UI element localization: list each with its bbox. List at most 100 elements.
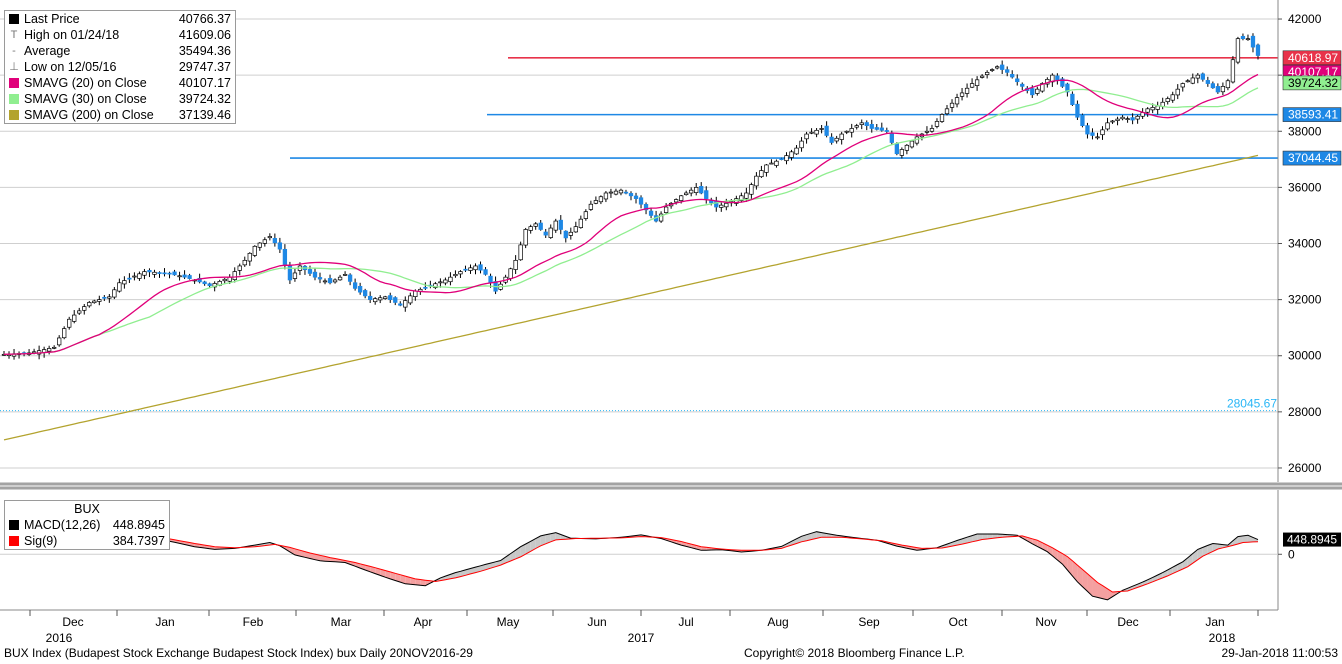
candle xyxy=(147,268,152,278)
candle-body xyxy=(1060,78,1065,87)
candle xyxy=(72,310,77,324)
candle xyxy=(398,301,403,307)
candle xyxy=(819,125,824,134)
candle xyxy=(859,119,864,130)
candle xyxy=(1225,78,1231,91)
candle-body xyxy=(152,271,157,275)
candle-body xyxy=(1100,129,1105,136)
candle xyxy=(463,265,468,273)
candle-body xyxy=(1225,80,1231,89)
candle-body xyxy=(1165,98,1170,103)
candle xyxy=(453,270,458,278)
candle xyxy=(332,278,338,284)
candle-body xyxy=(834,137,839,142)
candle-body xyxy=(543,231,548,236)
macd-fill-segment xyxy=(520,544,526,557)
candle xyxy=(934,118,940,129)
candle-body xyxy=(357,285,363,293)
footer-timestamp: 29-Jan-2018 11:00:53 xyxy=(1221,646,1338,660)
candle xyxy=(769,159,774,165)
candle-body xyxy=(1070,93,1075,105)
candle xyxy=(1185,79,1190,83)
y-tick-label: 26000 xyxy=(1288,461,1322,475)
x-month-label: Apr xyxy=(414,615,433,629)
candle xyxy=(202,280,207,286)
candle-body xyxy=(1015,78,1020,83)
legend-row: SMAVG (200) on Close 37139.46 xyxy=(5,107,235,123)
candle-body xyxy=(769,162,774,165)
candle xyxy=(182,270,187,280)
candle-body xyxy=(995,66,1000,69)
footer-security-description: BUX Index (Budapest Stock Exchange Budap… xyxy=(4,646,473,660)
candle-body xyxy=(979,75,985,78)
candle xyxy=(473,263,478,275)
candle-body xyxy=(1125,118,1130,120)
candle-body xyxy=(332,279,338,283)
value-label-box xyxy=(1282,150,1342,166)
candle-body xyxy=(127,277,132,280)
candle-body xyxy=(473,265,478,271)
macd-fill-segment xyxy=(1182,557,1188,570)
macd-fill-segment xyxy=(977,533,983,541)
main-panel-grid xyxy=(0,18,1278,469)
candle-body xyxy=(448,276,453,283)
candle xyxy=(784,152,789,165)
legend-swatch xyxy=(9,78,19,88)
candle-body xyxy=(754,175,759,187)
candle-body xyxy=(112,289,117,298)
candle xyxy=(523,227,528,249)
candle-body xyxy=(924,130,930,133)
candle xyxy=(57,335,62,347)
candle xyxy=(984,70,990,79)
candle-body xyxy=(373,298,378,303)
value-label-text: 39724.32 xyxy=(1288,76,1338,90)
candle-body xyxy=(122,280,127,285)
candle-body xyxy=(794,147,799,155)
candle xyxy=(483,267,488,276)
candle xyxy=(257,242,262,251)
candle xyxy=(62,326,67,340)
candle-body xyxy=(859,122,864,125)
macd-fill-segment xyxy=(1137,582,1143,588)
macd-fill-segment xyxy=(1097,582,1103,599)
macd-fill-segment xyxy=(309,552,315,560)
candle xyxy=(1200,72,1205,82)
candle-body xyxy=(403,300,408,308)
right-value-label: 39724.32 xyxy=(1282,75,1342,91)
candle-body xyxy=(1135,115,1140,120)
right-value-label: 40618.97 xyxy=(1282,50,1342,66)
candle-body xyxy=(1195,74,1200,79)
footer-copyright: Copyright© 2018 Bloomberg Finance L.P. xyxy=(744,646,965,660)
macd-legend-title: BUX xyxy=(74,502,100,516)
legend-row: - Average 35494.36 xyxy=(5,43,235,59)
candle-body xyxy=(1230,59,1236,83)
macd-legend-row: MACD(12,26) 448.8945 xyxy=(5,517,169,533)
candle-body xyxy=(177,275,182,278)
candle xyxy=(408,292,413,306)
candle-body xyxy=(242,259,247,266)
value-label-box xyxy=(1282,107,1342,122)
macd-fill-segment xyxy=(1087,573,1093,597)
main-legend: Last Price 40766.37 T High on 01/24/18 41609… xyxy=(4,10,236,124)
candle xyxy=(714,196,719,212)
x-month-label: Dec xyxy=(62,615,83,629)
candle-body xyxy=(307,269,313,274)
candle xyxy=(638,195,644,209)
candle xyxy=(302,265,308,275)
candle-body xyxy=(1205,80,1210,84)
macd-fill-segment xyxy=(390,571,396,581)
candle xyxy=(167,271,172,279)
candle-body xyxy=(1075,103,1080,118)
macd-fill-segment xyxy=(1232,536,1238,546)
candle-body xyxy=(679,195,684,201)
value-label-text: 448.8945 xyxy=(1287,533,1337,547)
candle xyxy=(1145,107,1150,117)
candle-body xyxy=(483,269,488,275)
candle xyxy=(874,124,879,131)
candle xyxy=(849,123,854,138)
x-month-label: May xyxy=(497,615,520,629)
macd-fill-segment xyxy=(425,580,431,586)
legend-row: SMAVG (20) on Close 40107.17 xyxy=(5,75,235,91)
candle-body xyxy=(252,245,257,256)
